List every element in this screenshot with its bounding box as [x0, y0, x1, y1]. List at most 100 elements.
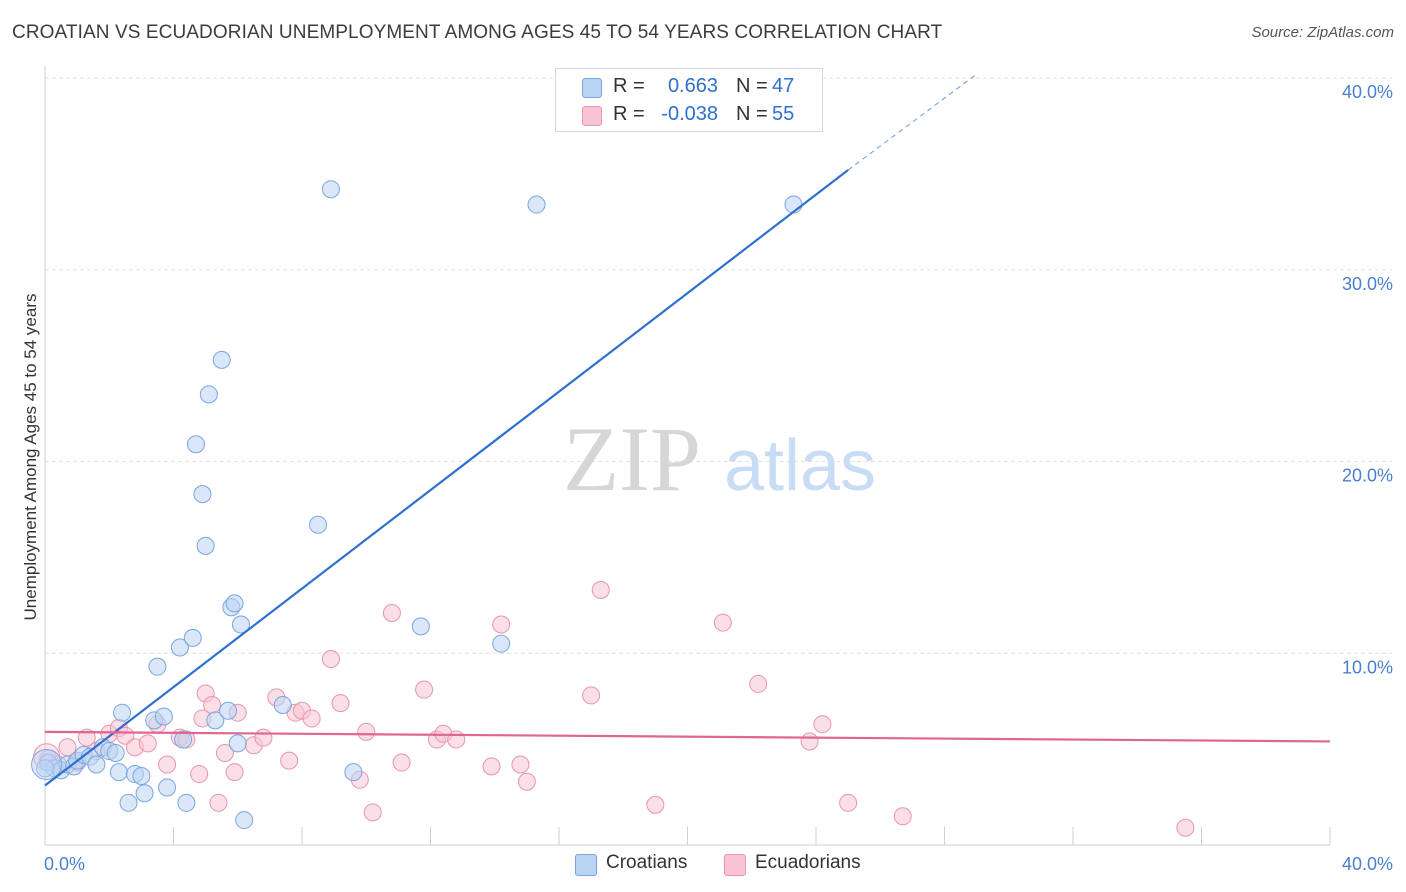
legend-n-value: 47 — [772, 75, 795, 97]
croatians-point — [119, 793, 138, 812]
croatians-point — [206, 711, 225, 730]
ecuadorians-point — [582, 686, 601, 705]
ecuadorians-point — [492, 615, 511, 634]
series-legend: Croatians Ecuadorians — [0, 852, 1406, 878]
croatians-trend-extension — [847, 73, 977, 171]
croatians-point — [113, 703, 132, 722]
legend-label-ecuadorians: Ecuadorians — [755, 852, 861, 873]
ecuadorians-swatch — [582, 106, 602, 126]
croatians-point — [199, 385, 218, 404]
croatians-point — [235, 811, 254, 830]
croatians-point — [135, 784, 154, 803]
croatians-point — [193, 485, 212, 504]
ecuadorians-point — [203, 696, 222, 715]
croatians-point — [309, 515, 328, 534]
ecuadorians-point — [646, 795, 665, 814]
croatians-point — [228, 734, 247, 753]
croatians-point — [87, 755, 106, 774]
ecuadorians-point — [813, 715, 832, 734]
ecuadorians-point — [302, 709, 321, 728]
ecuadorians-point — [225, 763, 244, 782]
croatians-point — [219, 701, 238, 720]
ecuadorians-point — [158, 755, 177, 774]
tick-labels: 10.0% 20.0% 30.0% 40.0% 0.0% 40.0% — [44, 82, 1393, 874]
legend-row-croatians: R = 0.663 N = 47 — [556, 72, 822, 100]
ecuadorians-point — [482, 757, 501, 776]
croatians-point — [31, 748, 63, 780]
croatians-point — [158, 778, 177, 797]
croatians-point — [344, 763, 363, 782]
ecuadorians-point — [190, 765, 209, 784]
croatians-points — [31, 180, 803, 830]
ecuadorians-point — [363, 803, 382, 822]
croatians-point — [273, 696, 292, 715]
croatians-point — [196, 536, 215, 555]
croatians-point — [186, 435, 205, 454]
croatians-point — [177, 793, 196, 812]
legend-r-label: R = — [613, 75, 645, 97]
croatians-point — [527, 195, 546, 214]
legend-r-value: 0.663 — [667, 75, 718, 97]
croatians-point — [132, 766, 151, 785]
legend-r-label: R = — [613, 103, 645, 125]
croatians-point — [170, 638, 189, 657]
y-tick-label: 30.0% — [1342, 274, 1393, 294]
x-tick-label: 40.0% — [1342, 854, 1393, 874]
y-tick-label: 40.0% — [1342, 82, 1393, 102]
stats-legend: R = 0.663 N = 47 R = -0.038 N = 55 — [555, 68, 823, 132]
croatians-point — [154, 707, 173, 726]
ecuadorians-point — [215, 743, 234, 762]
y-tick-label: 20.0% — [1342, 466, 1393, 486]
trend-lines — [44, 73, 1331, 787]
ecuadorians-point — [591, 580, 610, 599]
ecuadorians-point — [893, 807, 912, 826]
ecuadorians-point — [749, 674, 768, 693]
source-label: Source: ZipAtlas.com — [1251, 24, 1394, 41]
ecuadorians-point — [357, 722, 376, 741]
chart-title: CROATIAN VS ECUADORIAN UNEMPLOYMENT AMON… — [12, 22, 943, 43]
watermark: ZIP atlas — [563, 408, 876, 510]
croatians-point — [183, 628, 202, 647]
ecuadorians-point — [209, 793, 228, 812]
ecuadorians-point — [447, 730, 466, 749]
grid-lines — [45, 77, 1392, 654]
ecuadorians-point — [382, 603, 401, 622]
croatians-swatch — [582, 78, 602, 98]
croatians-point — [231, 615, 250, 634]
ecuadorians-point — [254, 728, 273, 747]
croatians-point — [212, 350, 231, 369]
ecuadorians-point — [138, 734, 157, 753]
croatians-point — [109, 763, 128, 782]
croatians-point — [492, 634, 511, 653]
legend-r-value: -0.038 — [661, 103, 718, 125]
watermark-zip: ZIP — [563, 408, 701, 510]
croatians-point — [225, 594, 244, 613]
croatians-point — [174, 730, 193, 749]
croatians-point — [148, 657, 167, 676]
legend-n-label: N = — [736, 103, 768, 125]
ecuadorians-point — [415, 680, 434, 699]
y-axis-label: Unemployment Among Ages 45 to 54 years — [21, 294, 40, 621]
x-tick-label: 0.0% — [44, 854, 85, 874]
ecuadorians-point — [280, 751, 299, 770]
ecuadorians-points — [33, 580, 1195, 837]
croatians-point — [411, 617, 430, 636]
axes — [44, 66, 1331, 846]
ecuadorians-point — [392, 753, 411, 772]
croatians-point — [321, 180, 340, 199]
legend-row-ecuadorians: R = -0.038 N = 55 — [556, 100, 822, 128]
croatians-point — [784, 195, 803, 214]
ecuadorians-point — [1176, 818, 1195, 837]
ecuadorians-swatch — [724, 854, 746, 876]
ecuadorians-point — [800, 732, 819, 751]
ecuadorians-point — [511, 755, 530, 774]
ecuadorians-point — [321, 650, 340, 669]
ecuadorians-point — [77, 728, 96, 747]
ecuadorians-point — [517, 772, 536, 791]
legend-label-croatians: Croatians — [606, 852, 688, 873]
legend-n-label: N = — [736, 75, 768, 97]
croatians-trend-line — [44, 169, 849, 787]
legend-n-value: 55 — [772, 103, 795, 125]
ecuadorians-trend-line — [44, 730, 1331, 743]
